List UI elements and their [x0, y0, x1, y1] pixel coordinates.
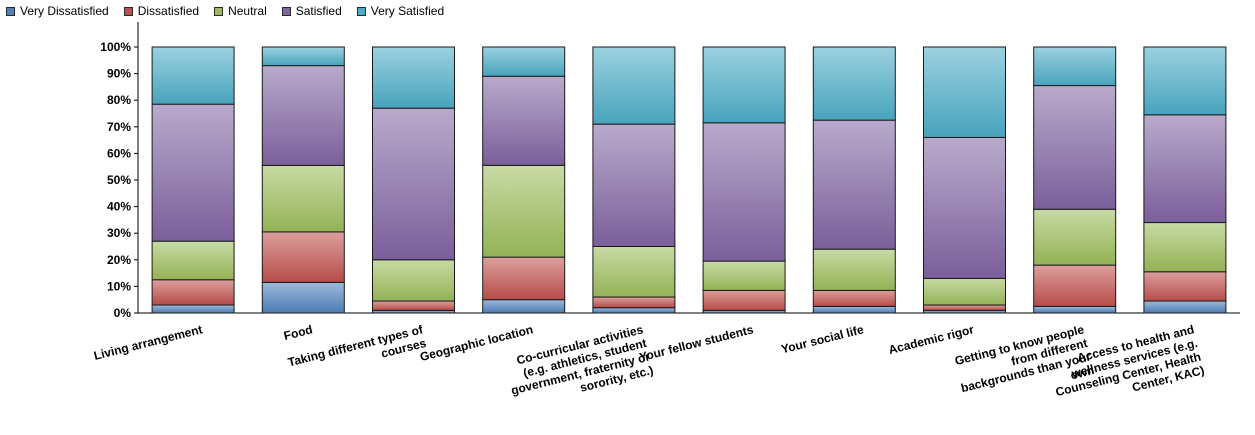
bar-neutral	[482, 164, 566, 258]
y-tick-label: 90%	[107, 67, 131, 81]
bar-neutral	[1033, 208, 1117, 266]
bar-very-satisfied	[702, 46, 786, 124]
legend-item-neutral: Neutral	[214, 4, 267, 18]
bar-very-dissatisfied	[1143, 300, 1227, 314]
bar-satisfied	[812, 119, 896, 250]
bar-very-satisfied	[812, 46, 896, 121]
y-tick-label: 70%	[107, 120, 131, 134]
bar-dissatisfied	[702, 289, 786, 311]
legend-label: Satisfied	[295, 4, 342, 18]
bar-very-satisfied	[151, 46, 235, 105]
bar-satisfied	[151, 103, 235, 242]
bar-stack-7	[812, 46, 896, 314]
bar-satisfied	[702, 122, 786, 262]
bar-satisfied	[372, 107, 455, 261]
bar-neutral	[372, 259, 455, 302]
bar-very-dissatisfied	[812, 305, 896, 314]
bar-dissatisfied	[261, 231, 345, 283]
bar-very-satisfied	[1033, 46, 1117, 87]
y-tick-label: 60%	[107, 146, 131, 160]
legend-label: Dissatisfied	[137, 4, 200, 18]
bar-stack-6	[702, 46, 786, 314]
legend-label: Very Satisfied	[370, 4, 445, 18]
y-tick-label: 40%	[107, 200, 131, 214]
bar-very-satisfied	[372, 46, 455, 109]
x-tick-label: Food	[282, 322, 314, 343]
legend-swatch	[281, 6, 291, 16]
legend-item-satisfied: Satisfied	[281, 4, 342, 18]
bar-stack-3	[372, 46, 455, 314]
y-tick-label: 30%	[107, 226, 131, 240]
bar-very-dissatisfied	[482, 299, 566, 314]
bar-very-satisfied	[592, 46, 676, 125]
bars	[151, 46, 1227, 314]
bar-very-satisfied	[482, 46, 566, 77]
bar-dissatisfied	[592, 296, 676, 309]
bar-neutral	[812, 248, 896, 291]
y-tick-label: 80%	[107, 93, 131, 107]
bar-very-dissatisfied	[151, 304, 235, 314]
bar-stack-9	[1033, 46, 1117, 314]
bar-neutral	[702, 260, 786, 291]
x-tick-label: Your fellow students	[638, 322, 755, 364]
bar-very-satisfied	[923, 46, 1006, 138]
x-tick-label: Living arrangement	[92, 322, 203, 363]
bar-satisfied	[1033, 85, 1117, 210]
bar-stack-5	[592, 46, 676, 314]
bar-satisfied	[1143, 114, 1227, 224]
bar-neutral	[923, 277, 1006, 306]
bar-satisfied	[482, 75, 566, 166]
bar-stack-1	[151, 46, 235, 314]
bar-dissatisfied	[151, 279, 235, 306]
legend-item-very-satisfied: Very Satisfied	[356, 4, 445, 18]
y-tick-label: 100%	[100, 40, 131, 54]
legend-label: Neutral	[228, 4, 267, 18]
bar-satisfied	[261, 65, 345, 166]
legend-swatch	[6, 6, 15, 16]
legend-item-very-dissatisfied: Very Dissatisfied	[6, 4, 109, 18]
bar-dissatisfied	[482, 256, 566, 301]
bar-neutral	[592, 246, 676, 298]
bar-stack-10	[1143, 46, 1227, 314]
bar-stack-2	[261, 46, 345, 314]
bar-dissatisfied	[1033, 264, 1117, 307]
bar-dissatisfied	[372, 300, 455, 311]
bar-dissatisfied	[1143, 271, 1227, 302]
x-tick-label: Your social life	[780, 322, 866, 356]
y-tick-labels: 0% 10% 20% 30% 40% 50% 60% 70% 80% 90% 100%	[100, 40, 138, 320]
bar-dissatisfied	[812, 289, 896, 307]
bar-neutral	[261, 164, 345, 233]
bar-stack-8	[923, 46, 1006, 314]
bar-dissatisfied	[923, 304, 1006, 311]
legend: Very Dissatisfied Dissatisfied Neutral Sati…	[6, 3, 459, 19]
legend-label: Very Dissatisfied	[20, 4, 109, 18]
legend-swatch	[214, 6, 224, 16]
bar-neutral	[1143, 222, 1227, 273]
legend-item-dissatisfied: Dissatisfied	[123, 4, 200, 18]
bar-satisfied	[592, 123, 676, 247]
bar-very-dissatisfied	[592, 307, 676, 314]
legend-swatch	[356, 6, 366, 16]
bar-satisfied	[923, 136, 1006, 279]
bar-very-dissatisfied	[261, 281, 345, 314]
bar-very-dissatisfied	[1033, 305, 1117, 314]
y-tick-label: 50%	[107, 173, 131, 187]
bar-very-satisfied	[1143, 46, 1227, 116]
y-tick-label: 20%	[107, 253, 131, 267]
bar-neutral	[151, 240, 235, 281]
y-tick-label: 10%	[107, 279, 131, 293]
bar-very-satisfied	[261, 46, 345, 67]
y-tick-label: 0%	[114, 306, 132, 320]
bar-stack-4	[482, 46, 566, 314]
legend-swatch	[123, 6, 133, 16]
